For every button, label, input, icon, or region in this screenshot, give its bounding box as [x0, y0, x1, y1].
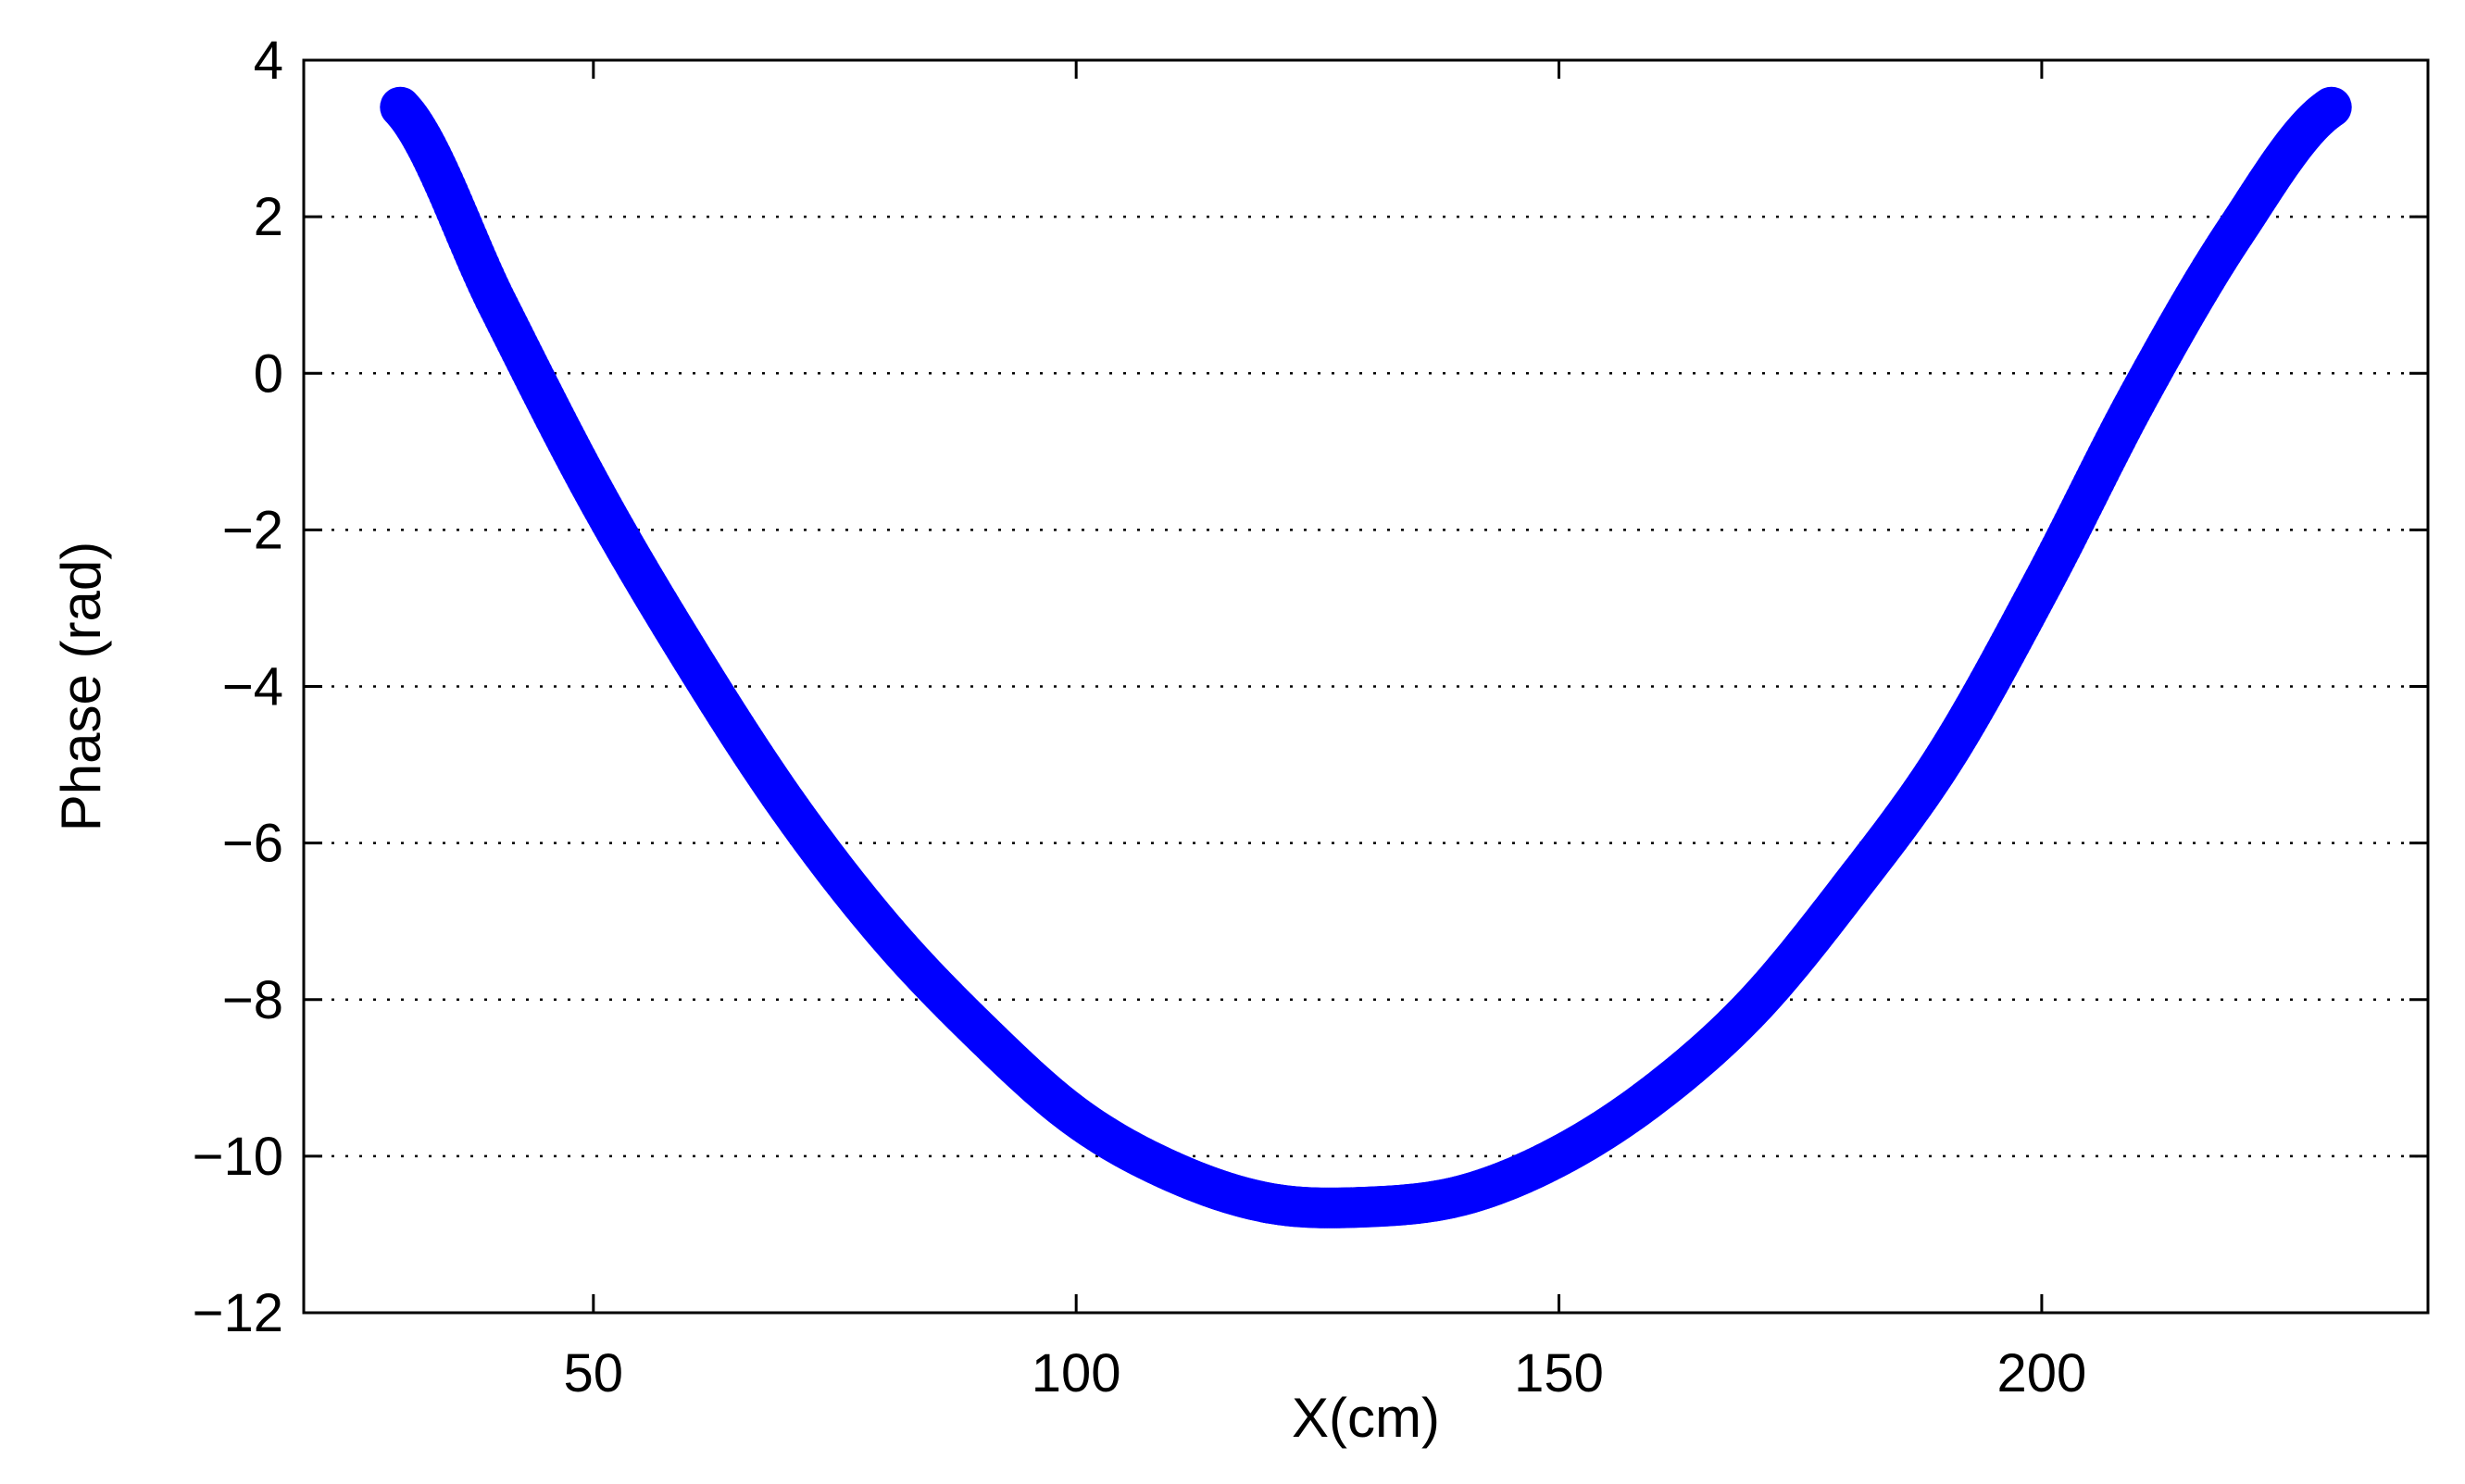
- y-tick-label-2: 2: [254, 187, 283, 247]
- y-tick-label-neg10: −10: [193, 1127, 283, 1187]
- y-tick-label-4: 4: [254, 31, 283, 91]
- data-series: [380, 86, 2352, 1228]
- plot-frame: [302, 58, 2430, 1315]
- y-axis-label: Phase (rad): [50, 542, 112, 831]
- y-tick-label-neg8: −8: [222, 970, 283, 1030]
- tick-labels: 50 100 150 200 4 2 0 −2 −4 −6 −8 −10 −12: [193, 31, 2087, 1403]
- y-tick-label-0: 0: [254, 343, 283, 404]
- y-tick-label-neg6: −6: [222, 814, 283, 874]
- axis-ticks: [304, 58, 2428, 1315]
- x-tick-label-50: 50: [564, 1343, 624, 1403]
- x-tick-label-150: 150: [1514, 1343, 1604, 1403]
- grid-lines: [304, 215, 2428, 1158]
- y-tick-label-neg4: −4: [222, 657, 283, 717]
- y-tick-label-neg2: −2: [222, 500, 283, 560]
- x-tick-label-100: 100: [1032, 1343, 1121, 1403]
- data-marker: [2309, 88, 2350, 130]
- x-tick-label-200: 200: [1997, 1343, 2087, 1403]
- x-axis-label: X(cm): [1292, 1387, 1440, 1449]
- y-tick-label-neg12: −12: [193, 1283, 283, 1343]
